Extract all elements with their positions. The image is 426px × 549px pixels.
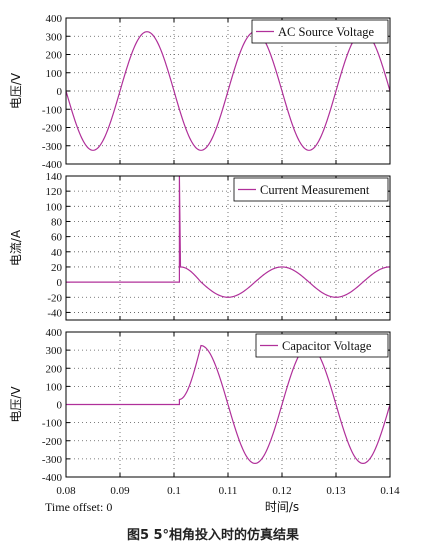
legend: Capacitor Voltage	[255, 333, 389, 358]
y-tick-label: 400	[46, 327, 63, 339]
legend-label: AC Source Voltage	[278, 25, 375, 39]
chart-panel-2: -40 -20 0 20 40 60 80 100 120 140 Current Measurem…	[9, 171, 391, 321]
y-tick-label: 140	[46, 171, 63, 183]
time-offset-label: Time offset: 0	[45, 500, 112, 514]
y-tick-label: 0	[57, 400, 63, 412]
y-tick-label: -400	[42, 159, 63, 171]
y-tick-label: 100	[46, 68, 63, 80]
y-tick-label: 300	[46, 31, 63, 43]
plot-frame	[65, 17, 391, 165]
legend: AC Source Voltage	[251, 19, 389, 44]
y-tick-label: -300	[42, 141, 63, 153]
figure-caption: 图5 5°相角投入时的仿真结果	[126, 528, 300, 543]
y-tick-label: -40	[47, 307, 62, 319]
y-tick-label: 100	[46, 381, 63, 393]
y-tick-label: 200	[46, 50, 63, 62]
x-tick-label: 0.14	[380, 485, 400, 497]
trace-line	[66, 344, 390, 465]
y-tick-label: 60	[51, 232, 63, 244]
legend-label: Current Measurement	[260, 183, 370, 197]
trace-line	[66, 31, 390, 151]
x-tick-label: 0.1	[167, 485, 181, 497]
y-tick-label: 80	[51, 216, 63, 228]
y-axis-label: 电压/V	[9, 386, 23, 423]
x-tick-labels: 0.08 0.09 0.1 0.11 0.12 0.13 0.14	[56, 485, 400, 497]
y-tick-label: 0	[57, 277, 63, 289]
y-tick-label: 0	[57, 86, 63, 98]
chart-panel-1: -400 -300 -200 -100 0 100 200 300 400 AC Source V…	[9, 13, 391, 171]
y-tick-label: 20	[51, 262, 63, 274]
y-axis-label: 电压/V	[9, 72, 23, 109]
y-tick-label: 300	[46, 345, 63, 357]
plot-frame	[65, 175, 391, 321]
y-tick-label: -100	[42, 104, 63, 116]
trace-line	[66, 176, 390, 298]
x-tick-label: 0.12	[272, 485, 291, 497]
y-tick-label: -200	[42, 436, 63, 448]
y-tick-label: -400	[42, 472, 63, 484]
y-tick-label: 40	[51, 247, 63, 259]
y-tick-label: 200	[46, 363, 63, 375]
x-tick-label: 0.11	[219, 485, 238, 497]
y-tick-label: 400	[46, 13, 63, 25]
plot-frame	[65, 331, 391, 478]
y-tick-label: -200	[42, 123, 63, 135]
y-tick-label: -300	[42, 454, 63, 466]
y-axis-label: 电流/A	[9, 229, 23, 266]
chart-panel-3: -400 -300 -200 -100 0 100 200 300 400 Capacitor V…	[9, 327, 391, 484]
legend-box	[233, 177, 389, 202]
x-tick-label: 0.08	[56, 485, 76, 497]
y-tick-label: 120	[46, 186, 63, 198]
y-tick-label: -100	[42, 418, 63, 430]
x-tick-label: 0.09	[110, 485, 130, 497]
legend-box	[251, 19, 389, 44]
y-tick-label: -20	[47, 292, 62, 304]
x-tick-label: 0.13	[326, 485, 346, 497]
y-tick-label: 100	[46, 201, 63, 213]
legend: Current Measurement	[233, 177, 389, 202]
legend-box	[255, 333, 389, 358]
x-axis-label: 时间/s	[265, 500, 299, 514]
legend-label: Capacitor Voltage	[282, 339, 372, 353]
